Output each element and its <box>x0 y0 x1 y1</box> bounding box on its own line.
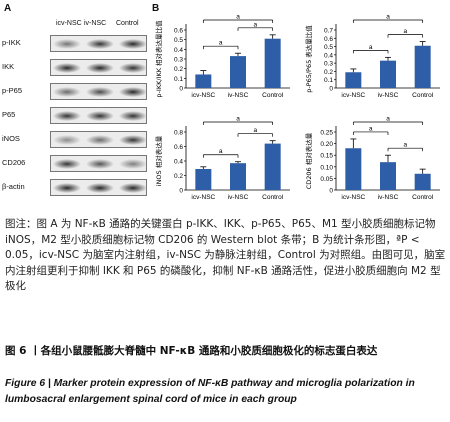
blot-band-strip <box>50 83 147 100</box>
blot-column-label: icv-NSC <box>56 20 82 27</box>
significance-label: a <box>404 142 408 149</box>
y-tick-label: 0.15 <box>320 153 333 160</box>
significance-label: a <box>386 116 390 123</box>
panel-a-letter: A <box>4 3 12 14</box>
blot-band-strip <box>50 131 147 148</box>
x-tick-label: icv-NSC <box>191 92 215 99</box>
blot-row-label: p-IKK <box>2 38 21 47</box>
bar <box>414 45 431 88</box>
y-tick-label: 0.20 <box>320 141 333 148</box>
significance-label: a <box>386 14 390 21</box>
blot-column-label: iv-NSC <box>84 20 107 27</box>
bar <box>264 143 281 190</box>
x-tick-label: iv-NSC <box>378 92 399 99</box>
y-axis-title: p-P65/P65 表达量比值 <box>304 25 313 93</box>
bar <box>380 162 396 190</box>
x-tick-label: Control <box>262 92 284 99</box>
blot-band-strip <box>50 155 147 172</box>
x-tick-label: icv-NSC <box>341 92 365 99</box>
x-tick-label: Control <box>412 194 434 201</box>
y-tick-label: 0.25 <box>320 130 333 137</box>
chart-p-p65: 0 0.1 0.2 0.3 0.4 0.5 0.6 0.7 p-P65/P65 表达量比值 icv… <box>300 6 450 106</box>
figure-caption: 图注：图 A 为 NF-κB 通路的关键蛋白 p-IKK、IKK、p-P65、P… <box>5 218 446 292</box>
y-tick-label: 0 <box>329 86 333 93</box>
y-tick-label: 0.3 <box>324 61 333 68</box>
y-tick-label: 0.4 <box>174 47 183 54</box>
x-tick-label: iv-NSC <box>378 194 399 201</box>
y-tick-label: 0 <box>179 86 183 93</box>
significance-label: a <box>369 44 373 51</box>
blot-column-label: Control <box>116 20 139 27</box>
blot-row-label: p-P65 <box>2 86 23 95</box>
y-axis-title: iNOS 相对表达量 <box>154 135 163 186</box>
blot-row-label: iNOS <box>2 134 20 143</box>
y-tick-label: 0.2 <box>174 66 183 73</box>
x-tick-label: iv-NSC <box>228 92 249 99</box>
bar <box>345 72 362 88</box>
blot-band-strip <box>50 35 147 52</box>
y-tick-label: 0.6 <box>324 36 333 43</box>
blot-row-label: β-actin <box>2 182 25 191</box>
x-tick-label: icv-NSC <box>341 194 365 201</box>
bar <box>414 173 431 190</box>
y-tick-label: 0.8 <box>174 130 183 137</box>
y-tick-label: 0.1 <box>324 77 333 84</box>
significance-label: a <box>236 116 240 123</box>
significance-label: a <box>219 148 223 155</box>
y-tick-label: 0.3 <box>174 57 183 64</box>
y-tick-label: 0 <box>179 188 183 195</box>
y-tick-label: 0.10 <box>320 164 333 171</box>
significance-label: a <box>219 40 223 47</box>
figure-title-chinese: 图 6 丨各组小鼠腰骶膨大脊髓中 NF-κB 通路和小胶质细胞极化的标志蛋白表达 <box>5 345 378 357</box>
y-axis-title: CD206 相对表达量 <box>304 132 313 189</box>
significance-label: a <box>236 14 240 21</box>
y-tick-label: 0.1 <box>174 76 183 83</box>
chart-p-ikk: 0 0.1 0.2 0.3 0.4 0.5 0.6 p-IKK/IKK 相对表达量比值 icv-… <box>150 6 300 106</box>
blot-row-label: CD206 <box>2 158 26 167</box>
y-tick-label: 0.6 <box>174 28 183 35</box>
blot-band-strip <box>50 59 147 76</box>
panel-b-letter: B <box>152 3 160 14</box>
bar <box>195 74 212 88</box>
significance-label: a <box>254 21 258 28</box>
western-blot-panel: icv-NSC iv-NSC Control p-IKK IKK p-P65 P65 iNOS… <box>0 8 148 200</box>
y-axis-title: p-IKK/IKK 相对表达量比值 <box>154 20 163 98</box>
bar <box>345 148 362 190</box>
y-tick-label: 0.4 <box>324 52 333 59</box>
y-tick-label: 0.2 <box>174 173 183 180</box>
significance-label: a <box>254 127 258 134</box>
figure-title-english: Figure 6 | Marker protein expression of … <box>5 378 415 405</box>
x-tick-label: iv-NSC <box>228 194 249 201</box>
y-tick-label: 0 <box>329 188 333 195</box>
chart-inos: 0 0.2 0.4 0.6 0.8 iNOS 相对表达量 icv-NSC iv-NSC Cont… <box>150 108 300 208</box>
y-tick-label: 0.05 <box>320 176 333 183</box>
x-tick-label: Control <box>262 194 284 201</box>
chart-cd206: 0 0.05 0.10 0.15 0.20 0.25 CD206 相对表达量 icv-NSC i… <box>300 108 450 208</box>
bar <box>380 60 396 88</box>
blot-row-label: IKK <box>2 62 15 71</box>
bar <box>195 168 212 190</box>
y-tick-label: 0.5 <box>324 44 333 51</box>
bar <box>264 38 281 88</box>
significance-label: a <box>369 125 373 132</box>
x-tick-label: Control <box>412 92 434 99</box>
bar <box>230 163 246 190</box>
y-tick-label: 0.2 <box>324 69 333 76</box>
bar <box>230 56 246 88</box>
x-tick-label: icv-NSC <box>191 194 215 201</box>
blot-band-strip <box>50 179 147 196</box>
y-tick-label: 0.6 <box>174 144 183 151</box>
significance-label: a <box>404 28 408 35</box>
blot-row-label: P65 <box>2 110 16 119</box>
y-tick-label: 0.4 <box>174 159 183 166</box>
y-tick-label: 0.7 <box>324 28 333 35</box>
y-tick-label: 0.5 <box>174 37 183 44</box>
blot-band-strip <box>50 107 147 124</box>
